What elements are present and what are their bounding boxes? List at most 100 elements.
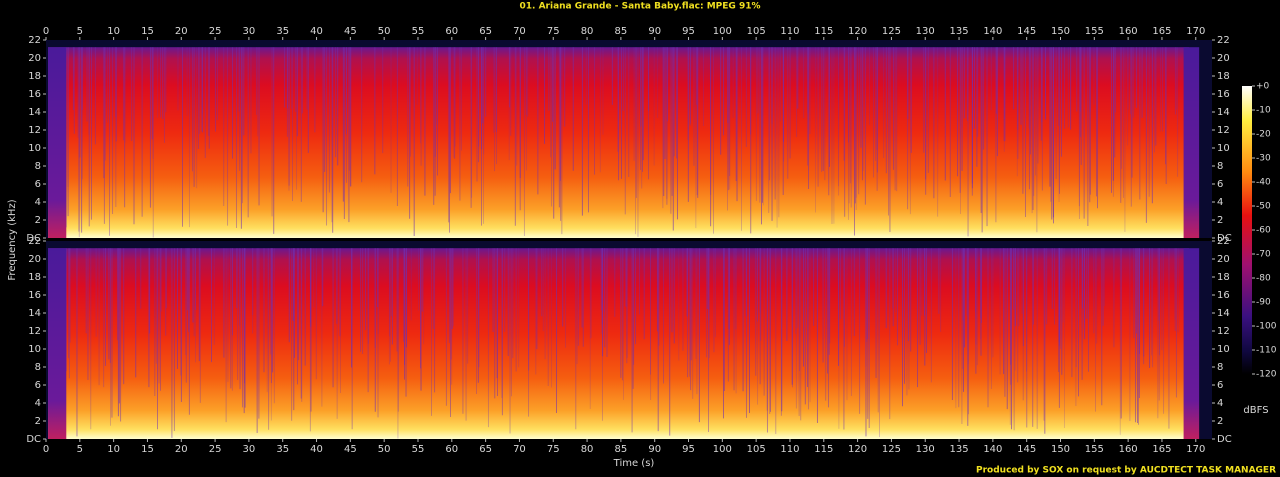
y-tick-label: 12 xyxy=(28,125,41,136)
x-tick-label: 85 xyxy=(615,444,628,455)
y-tick-label: 22 xyxy=(28,236,41,247)
x-tick-label: 30 xyxy=(243,444,256,455)
x-tick-label: 115 xyxy=(814,26,833,37)
x-tick-label: 125 xyxy=(882,444,901,455)
x-tick-label: 110 xyxy=(780,444,799,455)
y-tick-label: 4 xyxy=(1217,398,1223,409)
x-tick-label: 170 xyxy=(1186,26,1205,37)
x-tick-label: 5 xyxy=(77,444,83,455)
y-tick-label: 6 xyxy=(35,179,41,190)
x-tick-label: 165 xyxy=(1152,26,1171,37)
y-tick-label: 18 xyxy=(1217,272,1230,283)
x-tick-label: 0 xyxy=(43,444,49,455)
y-tick-label: 16 xyxy=(1217,290,1230,301)
spectrum-edge xyxy=(1183,248,1200,439)
x-tick-label: 155 xyxy=(1085,26,1104,37)
y-axis-label: Frequency (kHz) xyxy=(7,199,18,280)
y-tick-label: 8 xyxy=(1217,362,1223,373)
x-tick-label: 35 xyxy=(276,444,289,455)
y-tick-label: 6 xyxy=(1217,179,1223,190)
x-tick-label: 10 xyxy=(107,26,120,37)
y-tick-label: DC xyxy=(26,233,41,244)
y-tick-label: 2 xyxy=(1217,416,1223,427)
colorbar-tick-label: -10 xyxy=(1256,106,1271,116)
x-tick-label: 10 xyxy=(107,444,120,455)
x-tick-label: 140 xyxy=(983,444,1002,455)
colorbar-tick-label: -100 xyxy=(1256,322,1277,332)
colorbar-tick-label: -30 xyxy=(1256,154,1271,164)
x-tick-label: 15 xyxy=(141,444,154,455)
y-tick-label: 20 xyxy=(1217,53,1230,64)
y-tick-label: 10 xyxy=(1217,143,1230,154)
y-tick-label: 4 xyxy=(35,197,41,208)
x-tick-label: 55 xyxy=(412,26,425,37)
x-tick-label: 40 xyxy=(310,444,323,455)
spectrum-edge xyxy=(1183,47,1200,239)
x-tick-label: 130 xyxy=(916,26,935,37)
x-tick-label: 70 xyxy=(513,444,526,455)
x-tick-label: 75 xyxy=(547,26,560,37)
y-tick-label: 16 xyxy=(28,290,41,301)
x-tick-label: 40 xyxy=(310,26,323,37)
x-tick-label: 75 xyxy=(547,444,560,455)
x-tick-label: 65 xyxy=(479,26,492,37)
x-tick-label: 25 xyxy=(209,26,222,37)
x-tick-label: 20 xyxy=(175,444,188,455)
y-tick-label: 10 xyxy=(28,344,41,355)
x-tick-label: 125 xyxy=(882,26,901,37)
y-tick-label: 4 xyxy=(1217,197,1223,208)
x-tick-label: 120 xyxy=(848,26,867,37)
y-tick-label: 18 xyxy=(28,272,41,283)
y-tick-label: 14 xyxy=(1217,107,1230,118)
x-tick-label: 95 xyxy=(682,444,695,455)
x-tick-label: 45 xyxy=(344,26,357,37)
x-tick-label: 135 xyxy=(950,26,969,37)
y-tick-label: 18 xyxy=(1217,71,1230,82)
y-tick-label: 14 xyxy=(1217,308,1230,319)
y-tick-label: DC xyxy=(1217,434,1232,445)
y-tick-label: 20 xyxy=(1217,254,1230,265)
y-tick-label: 12 xyxy=(28,326,41,337)
colorbar xyxy=(1242,86,1252,374)
colorbar-tick-label: -120 xyxy=(1256,370,1277,380)
x-tick-label: 100 xyxy=(713,444,732,455)
x-tick-label: 15 xyxy=(141,26,154,37)
x-tick-label: 110 xyxy=(780,26,799,37)
colorbar-tick-label: -110 xyxy=(1256,346,1277,356)
colorbar-tick-label: -40 xyxy=(1256,178,1271,188)
y-tick-label: 2 xyxy=(35,215,41,226)
spectrum-edge xyxy=(48,248,67,439)
x-tick-label: 70 xyxy=(513,26,526,37)
x-tick-label: 90 xyxy=(648,26,661,37)
y-tick-label: 6 xyxy=(1217,380,1223,391)
x-tick-label: 50 xyxy=(378,444,391,455)
x-tick-label: 80 xyxy=(581,444,594,455)
colorbar-tick-label: -20 xyxy=(1256,130,1271,140)
x-tick-label: 160 xyxy=(1119,26,1138,37)
y-tick-label: DC xyxy=(1217,233,1232,244)
x-tick-label: 50 xyxy=(378,26,391,37)
x-tick-label: 105 xyxy=(747,444,766,455)
x-tick-label: 100 xyxy=(713,26,732,37)
colorbar-tick-label: -50 xyxy=(1256,202,1271,212)
x-tick-label: 145 xyxy=(1017,26,1036,37)
x-tick-label: 0 xyxy=(43,26,49,37)
colorbar-tick-label: -60 xyxy=(1256,226,1271,236)
x-tick-label: 115 xyxy=(814,444,833,455)
colorbar-tick-label: -80 xyxy=(1256,274,1271,284)
credit: Produced by SOX on request by AUCDTECT T… xyxy=(976,466,1276,476)
y-tick-label: 2 xyxy=(35,416,41,427)
y-tick-label: 20 xyxy=(28,254,41,265)
x-tick-label: 135 xyxy=(950,444,969,455)
y-tick-label: 4 xyxy=(35,398,41,409)
y-tick-label: 6 xyxy=(35,380,41,391)
x-tick-label: 30 xyxy=(243,26,256,37)
x-tick-label: 35 xyxy=(276,26,289,37)
x-tick-label: 90 xyxy=(648,444,661,455)
y-tick-label: DC xyxy=(26,434,41,445)
y-tick-label: 2 xyxy=(1217,215,1223,226)
colorbar-tick-label: -90 xyxy=(1256,298,1271,308)
colorbar-tick-label: -70 xyxy=(1256,250,1271,260)
